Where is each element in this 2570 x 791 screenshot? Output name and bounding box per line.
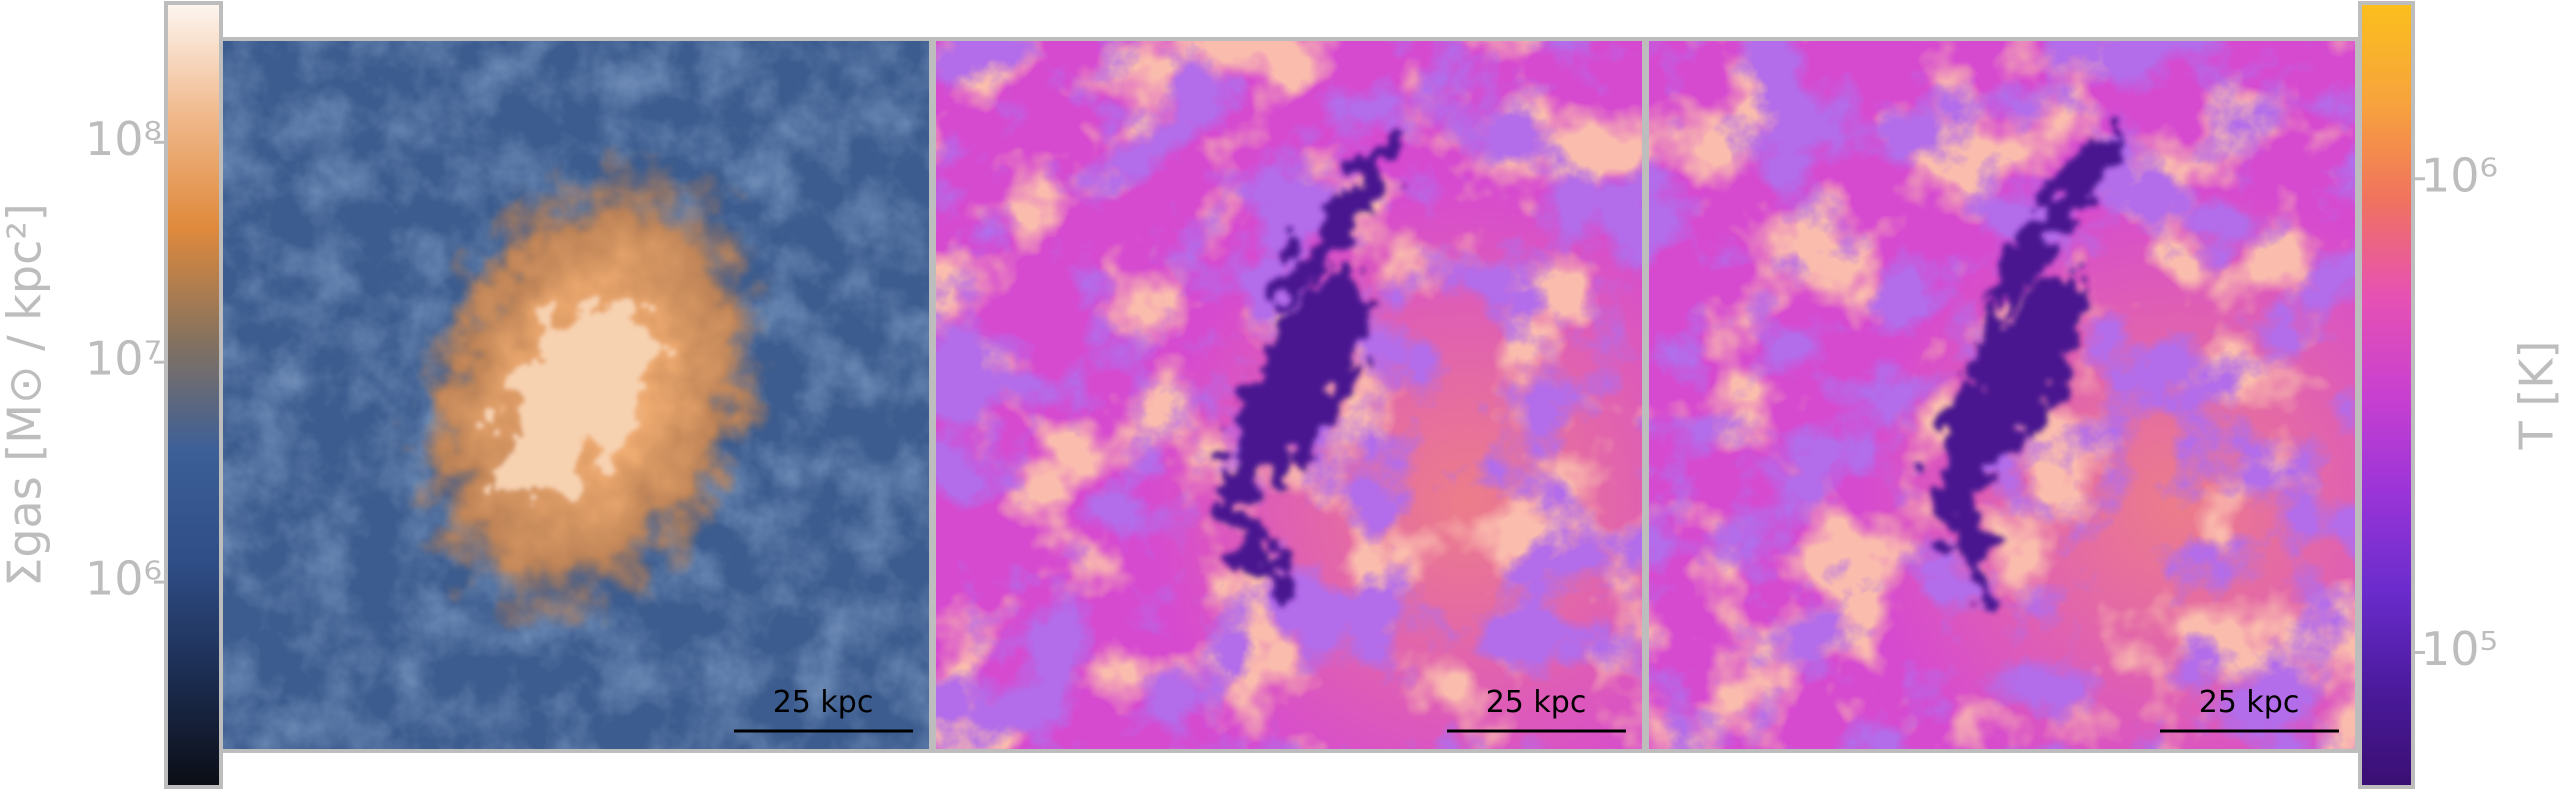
density-map [221, 39, 931, 751]
colorbar-label: Σgas [M⊙ / kpc²] [0, 203, 52, 586]
tick-label: 10⁷ [85, 332, 162, 386]
colorbar-label: T [K] [2510, 341, 2564, 451]
tick-label: 10⁶ [2421, 148, 2498, 202]
scale-bar-label: 25 kpc [2199, 685, 2300, 720]
tick-label: 10⁸ [85, 112, 162, 166]
scale-bar-label: 25 kpc [1486, 685, 1587, 720]
colorbar [2358, 1, 2415, 789]
temperature-map [1647, 39, 2357, 751]
tick-label: 10⁶ [85, 552, 162, 606]
tick-label: 10⁵ [2421, 622, 2498, 676]
colorbar [164, 1, 223, 789]
scale-bar-label: 25 kpc [773, 685, 874, 720]
temperature-map [934, 39, 1644, 751]
